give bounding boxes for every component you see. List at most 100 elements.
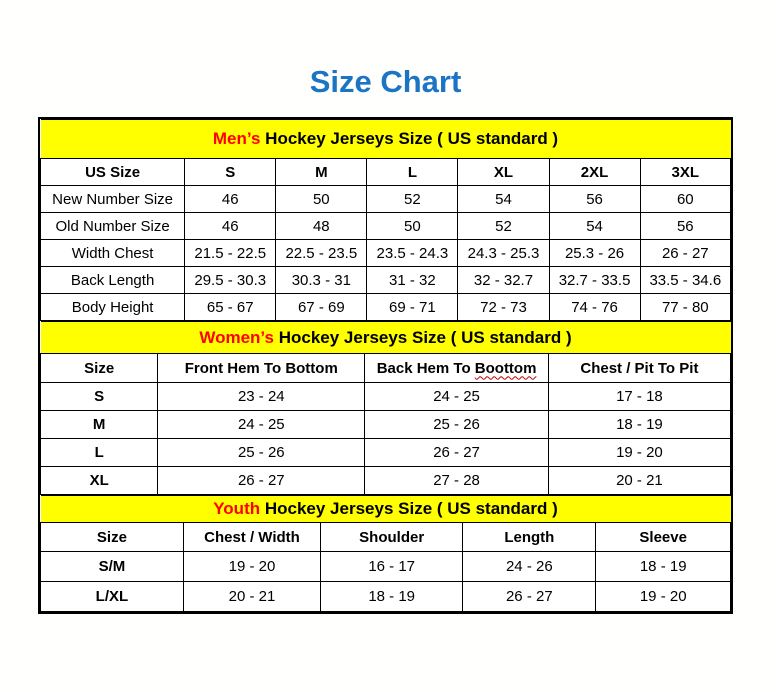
womens-data-cell: 20 - 21 [547, 466, 732, 495]
youth-table-row: L/XL 20 - 21 18 - 19 26 - 27 19 - 20 [40, 581, 731, 612]
mens-data-cell: 21.5 - 22.5 [184, 239, 277, 267]
mens-data-cell: 46 [184, 212, 277, 240]
womens-row-label: S [39, 382, 159, 411]
womens-section-header: Women’s Hockey Jerseys Size ( US standar… [40, 321, 731, 354]
womens-row-label: M [39, 410, 159, 439]
womens-size-table: Women’s Hockey Jerseys Size ( US standar… [39, 321, 732, 495]
mens-table-row: Back Length 29.5 - 30.3 30.3 - 31 31 - 32 32… [39, 266, 732, 294]
mens-data-cell: 24.3 - 25.3 [457, 239, 550, 267]
womens-data-cell: 19 - 20 [547, 438, 732, 467]
womens-table-row: XL 26 - 27 27 - 28 20 - 21 [39, 466, 732, 495]
mens-data-cell: 22.5 - 23.5 [275, 239, 368, 267]
youth-data-cell: 19 - 20 [182, 551, 322, 582]
womens-data-cell: 17 - 18 [547, 382, 732, 411]
mens-data-cell: 26 - 27 [639, 239, 732, 267]
womens-data-cell: 25 - 26 [157, 438, 366, 467]
column-header-label: 3XL [671, 163, 700, 181]
youth-section-title: Youth Hockey Jerseys Size ( US standard … [40, 495, 731, 523]
womens-data-cell: 23 - 24 [157, 382, 366, 411]
youth-column-header: Length [462, 522, 597, 552]
column-header-label: M [315, 163, 328, 181]
youth-column-header: Shoulder [320, 522, 464, 552]
page-title: Size Chart [309, 64, 462, 99]
mens-data-cell: 52 [366, 185, 459, 213]
mens-title-rest: Hockey Jerseys Size ( US standard ) [265, 129, 559, 148]
mens-data-cell: 54 [457, 185, 550, 213]
youth-column-header: Chest / Width [182, 522, 322, 552]
column-header-label: Chest / Width [204, 528, 300, 546]
youth-column-header-row: Size Chest / Width Shoulder Length Sleeve [40, 522, 731, 552]
womens-title-highlight: Women’s [199, 327, 274, 347]
mens-data-cell: 56 [548, 185, 641, 213]
mens-table-row: Width Chest 21.5 - 22.5 22.5 - 23.5 23.5 - … [39, 239, 732, 267]
youth-row-label: S/M [40, 551, 184, 582]
youth-section-header: Youth Hockey Jerseys Size ( US standard … [40, 495, 731, 523]
womens-data-cell: 24 - 25 [364, 382, 549, 411]
mens-column-header: M [275, 158, 368, 186]
womens-data-cell: 18 - 19 [547, 410, 732, 439]
mens-data-cell: 69 - 71 [366, 293, 459, 321]
column-header-label: 2XL [580, 163, 609, 181]
mens-data-cell: 65 - 67 [184, 293, 277, 321]
womens-data-cell: 26 - 27 [364, 438, 549, 467]
womens-title-rest: Hockey Jerseys Size ( US standard ) [278, 327, 572, 347]
mens-data-cell: 77 - 80 [639, 293, 732, 321]
column-header-label: Length [504, 528, 555, 546]
youth-data-cell: 20 - 21 [182, 581, 322, 612]
mens-data-cell: 56 [639, 212, 732, 240]
youth-data-cell: 18 - 19 [595, 551, 731, 582]
mens-title-highlight: Men’s [212, 129, 261, 148]
mens-data-cell: 67 - 69 [275, 293, 368, 321]
mens-data-cell: 32 - 32.7 [457, 266, 550, 294]
womens-table-row: M 24 - 25 25 - 26 18 - 19 [39, 410, 732, 439]
womens-row-label: L [39, 438, 159, 467]
womens-column-header: Back Hem To Boottom [364, 353, 549, 383]
size-chart-tables: Men’s Hockey Jerseys Size ( US standard … [38, 117, 733, 614]
mens-column-header: S [184, 158, 277, 186]
mens-column-header: L [366, 158, 459, 186]
womens-data-cell: 24 - 25 [157, 410, 366, 439]
size-chart-page: Size Chart Men’s Hockey Jerseys Size ( U… [38, 0, 733, 614]
column-header-label: Shoulder [359, 528, 425, 546]
womens-data-cell: 25 - 26 [364, 410, 549, 439]
youth-data-cell: 24 - 26 [462, 551, 597, 582]
womens-column-header: Front Hem To Bottom [157, 353, 366, 383]
mens-table-row: Body Height 65 - 67 67 - 69 69 - 71 72 - 73 7… [39, 293, 732, 321]
mens-section-title: Men’s Hockey Jerseys Size ( US standard … [40, 119, 731, 159]
mens-data-cell: 52 [457, 212, 550, 240]
mens-row-label: Old Number Size [39, 212, 186, 240]
mens-data-cell: 32.7 - 33.5 [548, 266, 641, 294]
womens-row-label: XL [39, 466, 159, 495]
mens-row-label: New Number Size [39, 185, 186, 213]
column-header-label: XL [493, 163, 514, 181]
mens-data-cell: 30.3 - 31 [275, 266, 368, 294]
youth-data-cell: 26 - 27 [462, 581, 597, 612]
mens-size-table: Men’s Hockey Jerseys Size ( US standard … [39, 119, 732, 321]
mens-column-header: US Size [39, 158, 186, 186]
womens-table-row: S 23 - 24 24 - 25 17 - 18 [39, 382, 732, 411]
womens-column-header: Chest / Pit To Pit [547, 353, 732, 383]
womens-data-cell: 27 - 28 [364, 466, 549, 495]
mens-column-header-row: US Size S M L XL 2XL 3XL [39, 158, 732, 186]
mens-data-cell: 50 [275, 185, 368, 213]
youth-title-highlight: Youth [213, 499, 261, 518]
youth-column-header: Size [40, 522, 184, 552]
misspelled-word: Boottom [474, 359, 537, 377]
mens-data-cell: 74 - 76 [548, 293, 641, 321]
mens-data-cell: 72 - 73 [457, 293, 550, 321]
youth-data-cell: 19 - 20 [595, 581, 731, 612]
column-header-label: Front Hem To Bottom [184, 359, 338, 377]
mens-section-header: Men’s Hockey Jerseys Size ( US standard … [40, 119, 731, 159]
youth-column-header: Sleeve [595, 522, 731, 552]
youth-data-cell: 18 - 19 [320, 581, 464, 612]
mens-data-cell: 31 - 32 [366, 266, 459, 294]
mens-data-cell: 60 [639, 185, 732, 213]
youth-title-rest: Hockey Jerseys Size ( US standard ) [264, 499, 558, 518]
mens-column-header: 3XL [639, 158, 732, 186]
column-header-label: S [225, 163, 236, 181]
youth-row-label: L/XL [40, 581, 184, 612]
mens-row-label: Body Height [39, 293, 186, 321]
mens-column-header: 2XL [548, 158, 641, 186]
mens-data-cell: 48 [275, 212, 368, 240]
mens-data-cell: 54 [548, 212, 641, 240]
